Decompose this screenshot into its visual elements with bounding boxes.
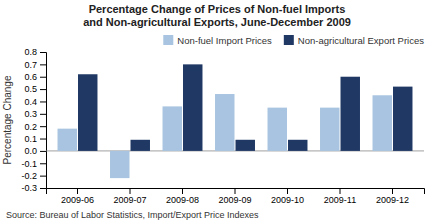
y-tick-mark xyxy=(40,163,46,164)
x-tick-label: 2009-07 xyxy=(113,195,146,205)
y-tick-label: -0.1 xyxy=(21,159,37,169)
x-tick: 2009-08 xyxy=(166,188,199,205)
bar xyxy=(183,64,202,151)
x-tick: 2009-09 xyxy=(218,188,251,205)
y-tick-mark xyxy=(40,52,46,53)
bar xyxy=(393,87,412,151)
title: Percentage Change of Prices of Non-fuel … xyxy=(83,3,351,28)
y-tick: -0.2 xyxy=(21,171,46,181)
bar xyxy=(320,108,339,151)
x-tick-mark xyxy=(235,188,236,194)
y-tick: 0.2 xyxy=(24,122,46,132)
x-tick: 2009-12 xyxy=(376,188,409,205)
x-tick-label: 2009-06 xyxy=(61,195,94,205)
legend-item: Non-fuel Import Prices xyxy=(163,35,272,46)
y-tick-label: 0.6 xyxy=(24,72,37,82)
title-line: Percentage Change of Prices of Non-fuel … xyxy=(89,3,346,15)
x-axis: 2009-06 2009-07 2009-08 2009-09 2009-10 2009-… xyxy=(47,188,425,205)
y-tick-label: 0.1 xyxy=(24,134,37,144)
y-tick-label: 0.7 xyxy=(24,60,37,70)
bar xyxy=(341,77,360,151)
y-tick-mark xyxy=(40,64,46,65)
bars xyxy=(58,64,413,178)
y-tick: -0.1 xyxy=(21,159,46,169)
y-tick: 0.5 xyxy=(24,84,46,94)
legend-swatch xyxy=(284,35,294,45)
bar xyxy=(288,140,307,151)
y-tick-mark xyxy=(40,101,46,102)
legend-label: Non-agricultural Export Prices xyxy=(298,35,424,46)
bar xyxy=(110,151,129,178)
y-label: Percentage Change xyxy=(2,75,13,164)
bar xyxy=(236,140,255,151)
y-tick-mark xyxy=(40,114,46,115)
y-tick-label: -0.2 xyxy=(21,171,37,181)
y-tick-label: 0.0 xyxy=(24,146,37,156)
y-axis-line xyxy=(40,53,47,189)
x-tick: 2009-11 xyxy=(324,188,356,205)
bar xyxy=(163,106,182,151)
y-tick-label: 0.4 xyxy=(24,97,37,107)
bar xyxy=(373,95,392,151)
y-tick: 0.1 xyxy=(24,134,46,144)
annotation: Source: Bureau of Labor Statistics, Impo… xyxy=(6,210,259,220)
bar xyxy=(268,108,287,151)
bar xyxy=(215,94,234,151)
x-tick-mark xyxy=(392,188,393,194)
y-tick-mark xyxy=(40,77,46,78)
zero-line xyxy=(46,150,424,151)
y-tick: 0.8 xyxy=(24,47,46,57)
y-tick-mark xyxy=(40,126,46,127)
x-tick: 2009-06 xyxy=(61,188,94,205)
legend-item: Non-agricultural Export Prices xyxy=(284,35,424,46)
x-tick: 2009-10 xyxy=(271,188,304,205)
y-tick: 0.0 xyxy=(24,146,46,156)
plot-area: -0.3 -0.2 -0.1 0.0 0.1 0.2 0.3 0.4 0.5 0.6 0.7 0.8 2… xyxy=(21,47,424,205)
x-tick-label: 2009-12 xyxy=(376,195,409,205)
chart: Percentage Change of Prices of Non-fuel … xyxy=(0,0,434,222)
x-tick-mark xyxy=(340,188,341,194)
bar xyxy=(58,129,77,151)
y-tick-label: 0.5 xyxy=(24,84,37,94)
x-tick-label: 2009-09 xyxy=(218,195,251,205)
y-axis: -0.3 -0.2 -0.1 0.0 0.1 0.2 0.3 0.4 0.5 0.6 0.7 0.8 xyxy=(21,47,46,193)
y-tick-label: 0.2 xyxy=(24,122,37,132)
y-tick-mark xyxy=(40,176,46,177)
y-tick-label: 0.3 xyxy=(24,109,37,119)
y-tick: 0.4 xyxy=(24,97,46,107)
y-tick: 0.3 xyxy=(24,109,46,119)
y-tick-mark xyxy=(40,151,46,152)
bar xyxy=(131,140,150,151)
y-tick-mark xyxy=(40,89,46,90)
legend-label: Non-fuel Import Prices xyxy=(177,35,272,46)
x-tick-label: 2009-08 xyxy=(166,195,199,205)
y-tick-mark xyxy=(40,139,46,140)
y-tick: 0.6 xyxy=(24,72,46,82)
legend-swatch xyxy=(163,35,173,45)
x-tick-label: 2009-11 xyxy=(324,195,356,205)
x-tick-mark xyxy=(287,188,288,194)
bar-series xyxy=(78,64,412,151)
x-tick: 2009-07 xyxy=(113,188,146,205)
x-tick-label: 2009-10 xyxy=(271,195,304,205)
title-line: and Non-agricultural Exports, June-Decem… xyxy=(83,16,351,28)
x-axis-line xyxy=(47,189,425,195)
x-tick-mark xyxy=(182,188,183,194)
y-tick: -0.3 xyxy=(21,183,46,193)
y-tick-label: 0.8 xyxy=(24,47,37,57)
y-tick: 0.7 xyxy=(24,60,46,70)
bar xyxy=(78,74,97,151)
y-tick-label: -0.3 xyxy=(21,183,37,193)
y-tick-mark xyxy=(40,188,46,189)
x-tick-mark xyxy=(130,188,131,194)
x-tick-mark xyxy=(77,188,78,194)
legend: Non-fuel Import Prices Non-agricultural E… xyxy=(163,35,424,46)
